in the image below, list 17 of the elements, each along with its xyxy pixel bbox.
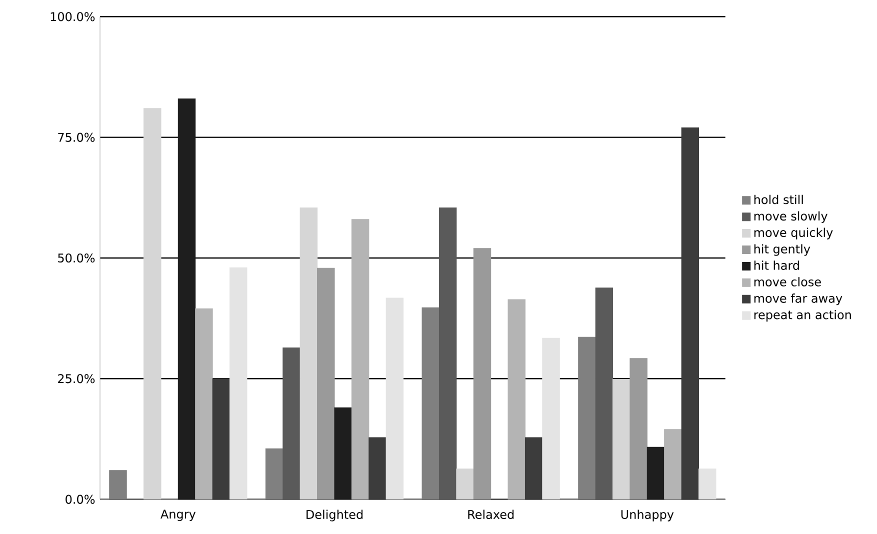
y-tick-label: 0.0% xyxy=(66,494,95,504)
y-tick-label: 50.0% xyxy=(58,253,95,263)
legend-label: move close xyxy=(754,277,821,286)
y-tick-label: 75.0% xyxy=(58,132,95,142)
x-tick-label: Relaxed xyxy=(468,510,514,520)
legend-label: hit hard xyxy=(754,260,799,270)
legend-label: repeat an action xyxy=(754,310,851,322)
legend-label: move slowly xyxy=(754,211,828,223)
x-tick-label: Angry xyxy=(160,510,196,521)
legend-label: hold still xyxy=(754,194,803,204)
y-tick-label: 100.0% xyxy=(50,12,95,22)
x-tick-label: Delighted xyxy=(306,510,363,522)
legend-label: hit gently xyxy=(754,244,810,256)
x-tick-label: Unhappy xyxy=(621,510,674,522)
y-tick-label: 25.0% xyxy=(58,374,95,384)
legend-label: move quickly xyxy=(754,228,833,240)
legend-label: move far away xyxy=(754,294,842,306)
